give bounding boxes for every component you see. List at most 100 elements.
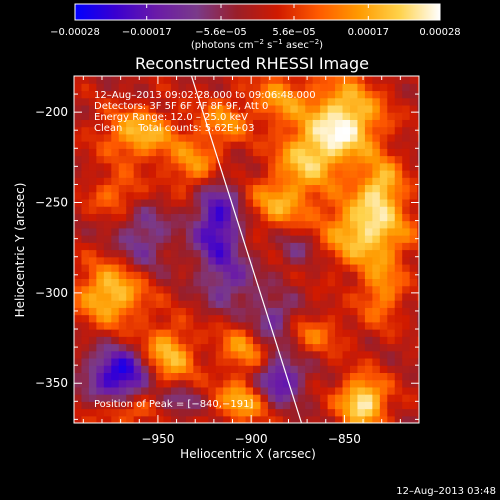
heatmap-cell <box>290 162 299 171</box>
heatmap-cell <box>335 133 344 142</box>
heatmap-cell <box>156 372 165 381</box>
heatmap-cell <box>88 292 97 301</box>
heatmap-cell <box>387 415 396 423</box>
heatmap-cell <box>282 148 291 157</box>
heatmap-cell <box>193 155 202 164</box>
heatmap-cell <box>193 271 202 280</box>
heatmap-cell <box>133 97 142 106</box>
heatmap-cell <box>200 133 209 142</box>
heatmap-cell <box>290 365 299 373</box>
heatmap-cell <box>342 133 351 142</box>
heatmap-cell <box>96 242 105 251</box>
heatmap-cell <box>126 415 135 423</box>
heatmap-cell <box>88 408 97 417</box>
heatmap-cell <box>297 249 306 258</box>
heatmap-cell <box>417 256 419 265</box>
heatmap-cell <box>282 329 291 337</box>
heatmap-cell <box>215 76 224 84</box>
heatmap-cell <box>238 386 247 395</box>
heatmap-cell <box>372 401 381 410</box>
heatmap-cell <box>111 263 120 272</box>
heatmap-cell <box>156 198 165 207</box>
colorbar-tick-label: −0.00028 <box>50 27 100 38</box>
heatmap-cell <box>409 206 418 214</box>
heatmap-cell <box>185 415 194 423</box>
heatmap-cell <box>409 104 418 113</box>
heatmap-cell <box>402 90 411 99</box>
heatmap-cell <box>245 191 254 200</box>
heatmap-cell <box>394 394 403 402</box>
heatmap-cell <box>215 155 224 164</box>
heatmap-cell <box>305 372 314 381</box>
heatmap-cell <box>148 235 157 243</box>
heatmap-cell <box>297 357 306 366</box>
heatmap-cell <box>327 372 336 381</box>
heatmap-cell <box>387 401 396 410</box>
heatmap-cell <box>379 300 388 308</box>
heatmap-cell <box>200 242 209 251</box>
heatmap-cell <box>394 90 403 99</box>
heatmap-cell <box>118 278 127 287</box>
heatmap-cell <box>275 415 284 423</box>
heatmap-cell <box>185 112 194 120</box>
heatmap-cell <box>223 90 232 99</box>
heatmap-cell <box>74 112 83 120</box>
heatmap-cell <box>253 292 262 301</box>
heatmap-cell <box>215 83 224 92</box>
heatmap-cell <box>74 263 83 272</box>
heatmap-cell <box>230 198 239 207</box>
heatmap-cell <box>74 169 83 178</box>
heatmap-cell <box>290 249 299 258</box>
heatmap-cell <box>223 365 232 373</box>
heatmap-cell <box>245 292 254 301</box>
heatmap-cell <box>185 162 194 171</box>
heatmap-cell <box>88 169 97 178</box>
heatmap-cell <box>126 242 135 251</box>
heatmap-cell <box>417 394 419 402</box>
heatmap-cell <box>350 177 359 186</box>
footer-timestamp: 12–Aug–2013 03:48 <box>396 486 496 497</box>
heatmap-cell <box>417 285 419 294</box>
heatmap-cell <box>327 112 336 120</box>
heatmap-cell <box>402 350 411 359</box>
heatmap-cell <box>335 372 344 381</box>
heatmap-cell <box>312 256 321 265</box>
heatmap-cell <box>185 220 194 229</box>
heatmap-cell <box>223 285 232 294</box>
heatmap-cell <box>267 408 277 417</box>
heatmap-cell <box>282 119 291 128</box>
heatmap-cell <box>275 300 284 308</box>
heatmap-cell <box>170 372 180 381</box>
heatmap-cell <box>275 278 284 287</box>
heatmap-cell <box>335 415 344 423</box>
heatmap-cell <box>260 169 269 178</box>
heatmap-cell <box>357 394 366 402</box>
heatmap-cell <box>282 155 291 164</box>
heatmap-cell <box>81 379 90 388</box>
heatmap-cell <box>111 227 120 236</box>
heatmap-cell <box>133 141 142 149</box>
heatmap-cell <box>372 206 381 214</box>
heatmap-cell <box>320 278 329 287</box>
heatmap-cell <box>178 119 187 128</box>
heatmap-cell <box>103 191 112 200</box>
heatmap-cell <box>387 133 396 142</box>
heatmap-cell <box>111 104 120 113</box>
heatmap-cell <box>223 242 232 251</box>
heatmap-cell <box>379 104 388 113</box>
heatmap-cell <box>193 292 202 301</box>
heatmap-cell <box>350 321 359 330</box>
heatmap-cell <box>275 198 284 207</box>
heatmap-cell <box>305 263 314 272</box>
heatmap-cell <box>267 350 277 359</box>
heatmap-cell <box>170 206 180 214</box>
heatmap-cell <box>133 343 142 352</box>
heatmap-cell <box>88 141 97 149</box>
heatmap-cell <box>133 104 142 113</box>
heatmap-cell <box>342 343 351 352</box>
heatmap-cell <box>185 379 194 388</box>
heatmap-cell <box>342 112 351 120</box>
heatmap-cell <box>178 249 187 258</box>
heatmap-cell <box>357 242 366 251</box>
heatmap-cell <box>305 198 314 207</box>
